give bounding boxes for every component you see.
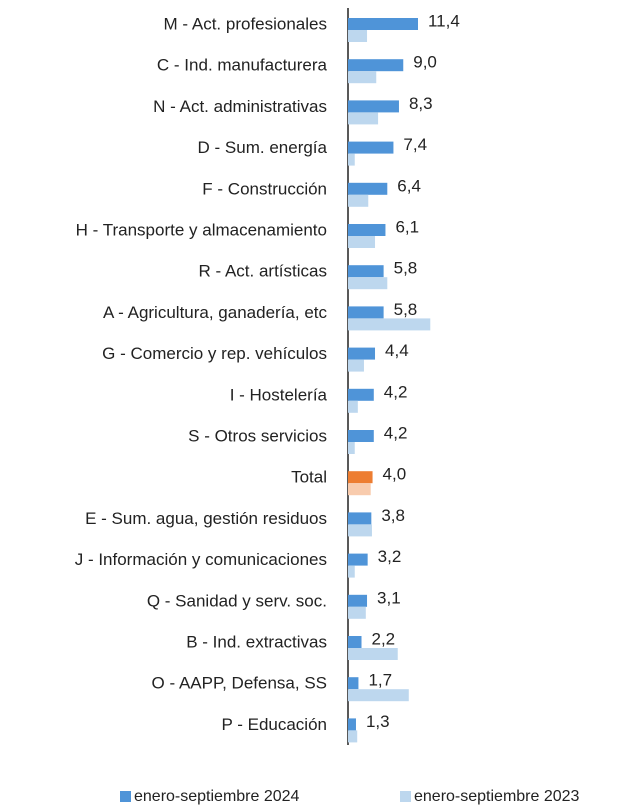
bar xyxy=(348,524,372,537)
value-label: 2,2 xyxy=(372,629,396,648)
bar xyxy=(348,594,368,607)
category-label: I - Hostelería xyxy=(230,385,328,404)
category-label: B - Ind. extractivas xyxy=(186,632,327,651)
bar xyxy=(348,194,369,207)
value-label: 4,4 xyxy=(385,341,409,360)
value-label: 4,2 xyxy=(384,382,408,401)
bar xyxy=(348,277,388,290)
bar xyxy=(348,18,418,30)
bar xyxy=(348,677,359,690)
bar xyxy=(348,30,368,42)
bar xyxy=(348,565,355,578)
bar xyxy=(348,430,374,442)
value-label: 1,7 xyxy=(368,671,392,690)
bar xyxy=(348,512,372,525)
bar xyxy=(348,606,366,619)
value-label: 6,4 xyxy=(397,176,421,195)
value-label: 3,8 xyxy=(381,506,405,525)
bar xyxy=(348,442,355,454)
category-label: Q - Sanidad y serv. soc. xyxy=(147,591,327,610)
value-label: 7,4 xyxy=(403,135,427,154)
bar xyxy=(348,636,362,648)
bar xyxy=(348,471,373,484)
value-label: 3,1 xyxy=(377,588,401,607)
bar xyxy=(348,553,368,566)
category-label: G - Comercio y rep. vehículos xyxy=(102,344,327,363)
legend-swatch xyxy=(120,791,131,802)
bar xyxy=(348,306,384,319)
category-label: P - Educación xyxy=(221,715,327,734)
value-label: 3,2 xyxy=(378,547,402,566)
value-label: 4,2 xyxy=(384,423,408,442)
category-label: S - Otros servicios xyxy=(188,426,327,445)
bar xyxy=(348,182,388,195)
category-label: A - Agricultura, ganadería, etc xyxy=(103,303,327,322)
value-label: 9,0 xyxy=(413,53,437,72)
category-label: N - Act. administrativas xyxy=(153,97,327,116)
bar xyxy=(348,112,379,125)
bar xyxy=(348,100,399,113)
category-label: F - Construcción xyxy=(202,179,327,198)
bar xyxy=(348,483,371,496)
bar xyxy=(348,689,409,702)
legend-label: enero-septiembre 2023 xyxy=(414,788,580,805)
bar xyxy=(348,153,355,166)
category-label: R - Act. artísticas xyxy=(199,262,327,281)
value-label: 5,8 xyxy=(394,300,418,319)
category-label: Total xyxy=(291,468,327,487)
bar xyxy=(348,400,358,413)
bar xyxy=(348,71,377,84)
bar xyxy=(348,718,356,731)
value-label: 8,3 xyxy=(409,94,433,113)
value-label: 4,0 xyxy=(383,465,407,484)
bar xyxy=(348,388,374,401)
category-label: E - Sum. agua, gestión residuos xyxy=(85,509,327,528)
category-label: D - Sum. energía xyxy=(198,138,328,157)
value-label: 11,4 xyxy=(428,11,460,30)
bar xyxy=(348,347,376,360)
category-label: M - Act. profesionales xyxy=(164,14,327,33)
legend-swatch xyxy=(400,791,411,802)
bar xyxy=(348,318,431,331)
bar xyxy=(348,359,364,372)
bar xyxy=(348,648,398,660)
bar xyxy=(348,236,376,248)
category-label: C - Ind. manufacturera xyxy=(157,56,328,75)
bar xyxy=(348,224,386,236)
bar xyxy=(348,141,394,154)
legend-label: enero-septiembre 2024 xyxy=(134,788,300,805)
value-label: 1,3 xyxy=(366,712,390,731)
value-label: 6,1 xyxy=(395,217,419,236)
bar xyxy=(348,59,404,72)
bar xyxy=(348,265,384,278)
bar xyxy=(348,730,358,743)
value-label: 5,8 xyxy=(394,259,418,278)
category-label: J - Información y comunicaciones xyxy=(75,550,327,569)
category-label: O - AAPP, Defensa, SS xyxy=(152,674,327,693)
category-label: H - Transporte y almacenamiento xyxy=(76,220,327,239)
